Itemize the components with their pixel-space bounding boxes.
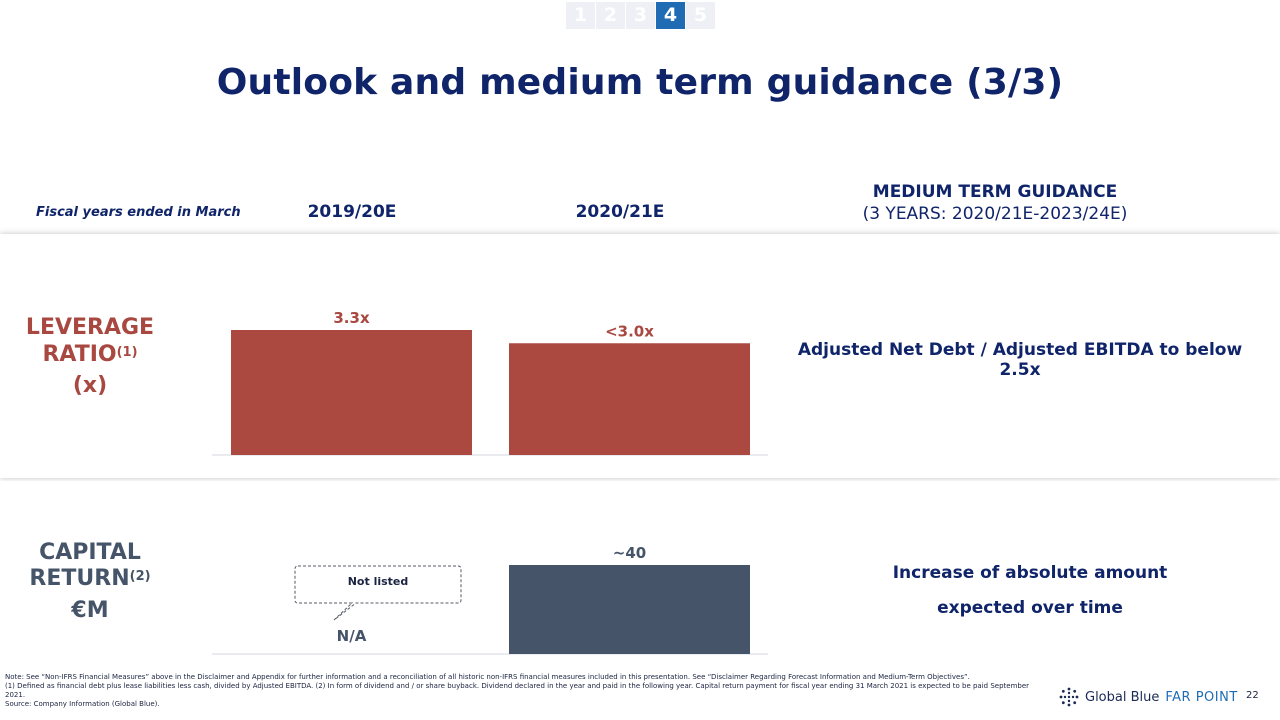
- fiscal-note: Fiscal years ended in March: [36, 205, 241, 220]
- leverage-chart-bar: [231, 330, 472, 455]
- capital-label-line1: CAPITAL: [39, 540, 141, 565]
- capital-guidance: Increase of absolute amount expected ove…: [870, 556, 1190, 626]
- capital-chart-data-label: ~40: [613, 544, 646, 562]
- capital-label-unit: €M: [71, 598, 109, 623]
- nav-item-2[interactable]: 2: [596, 2, 625, 29]
- nav-item-4[interactable]: 4: [656, 2, 685, 29]
- capital-chart: N/A ~40: [212, 544, 768, 655]
- leverage-footnote-ref: (1): [116, 345, 138, 360]
- leverage-label-line1: LEVERAGE: [25, 315, 155, 340]
- section-nav: 1 2 3 4 5: [566, 2, 715, 29]
- nav-item-3[interactable]: 3: [626, 2, 655, 29]
- slide-title: Outlook and medium term guidance (3/3): [216, 62, 1064, 103]
- guidance-header: MEDIUM TERM GUIDANCE (3 YEARS: 2020/21E-…: [810, 181, 1180, 225]
- logo-brand: Global Blue: [1085, 689, 1160, 705]
- capital-label: CAPITAL RETURN(2) €M: [15, 540, 165, 624]
- capital-guidance-line2: expected over time: [937, 598, 1123, 618]
- guidance-subtitle: (3 YEARS: 2020/21E-2023/24E): [862, 204, 1128, 224]
- leverage-label: LEVERAGE RATIO(1) (x): [15, 314, 165, 399]
- capital-footnote-ref: (2): [129, 569, 151, 584]
- footnote-definitions: (1) Defined as financial debt plus lease…: [5, 682, 1030, 699]
- not-listed-callout: Not listed: [294, 565, 462, 621]
- column-header-2020: 2020/21E: [575, 202, 665, 222]
- company-logo: Global Blue FAR POINT: [1058, 686, 1238, 708]
- capital-chart-data-label: N/A: [337, 627, 367, 645]
- footnote-note: Note: See “Non-IFRS Financial Measures” …: [5, 673, 970, 681]
- global-blue-logo-icon: [1059, 687, 1079, 707]
- column-header-2019: 2019/20E: [307, 202, 397, 222]
- logo-product: FAR POINT: [1165, 689, 1238, 705]
- nav-item-5[interactable]: 5: [686, 2, 715, 29]
- leverage-label-ratio: RATIO: [42, 342, 117, 367]
- footnote-source: Source: Company Information (Global Blue…: [5, 700, 160, 708]
- leverage-chart-data-label: <3.0x: [605, 322, 654, 340]
- leverage-label-unit: (x): [72, 373, 108, 398]
- capital-guidance-line1: Increase of absolute amount: [892, 563, 1168, 583]
- page-number: 22: [1246, 690, 1259, 701]
- footnote: Note: See “Non-IFRS Financial Measures” …: [5, 673, 1035, 709]
- leverage-chart-data-label: 3.3x: [333, 309, 370, 327]
- nav-item-1[interactable]: 1: [566, 2, 595, 29]
- leverage-chart: 3.3x <3.0x: [212, 309, 768, 456]
- leverage-guidance: Adjusted Net Debt / Adjusted EBITDA to b…: [797, 340, 1243, 380]
- leverage-chart-bar: [509, 343, 750, 455]
- capital-label-return: RETURN: [29, 566, 130, 591]
- not-listed-text: Not listed: [347, 575, 409, 588]
- capital-label-line2: RETURN(2): [15, 566, 165, 592]
- leverage-label-line2: RATIO(1): [15, 341, 165, 368]
- guidance-title: MEDIUM TERM GUIDANCE: [872, 182, 1118, 202]
- capital-chart-bar: [509, 565, 750, 654]
